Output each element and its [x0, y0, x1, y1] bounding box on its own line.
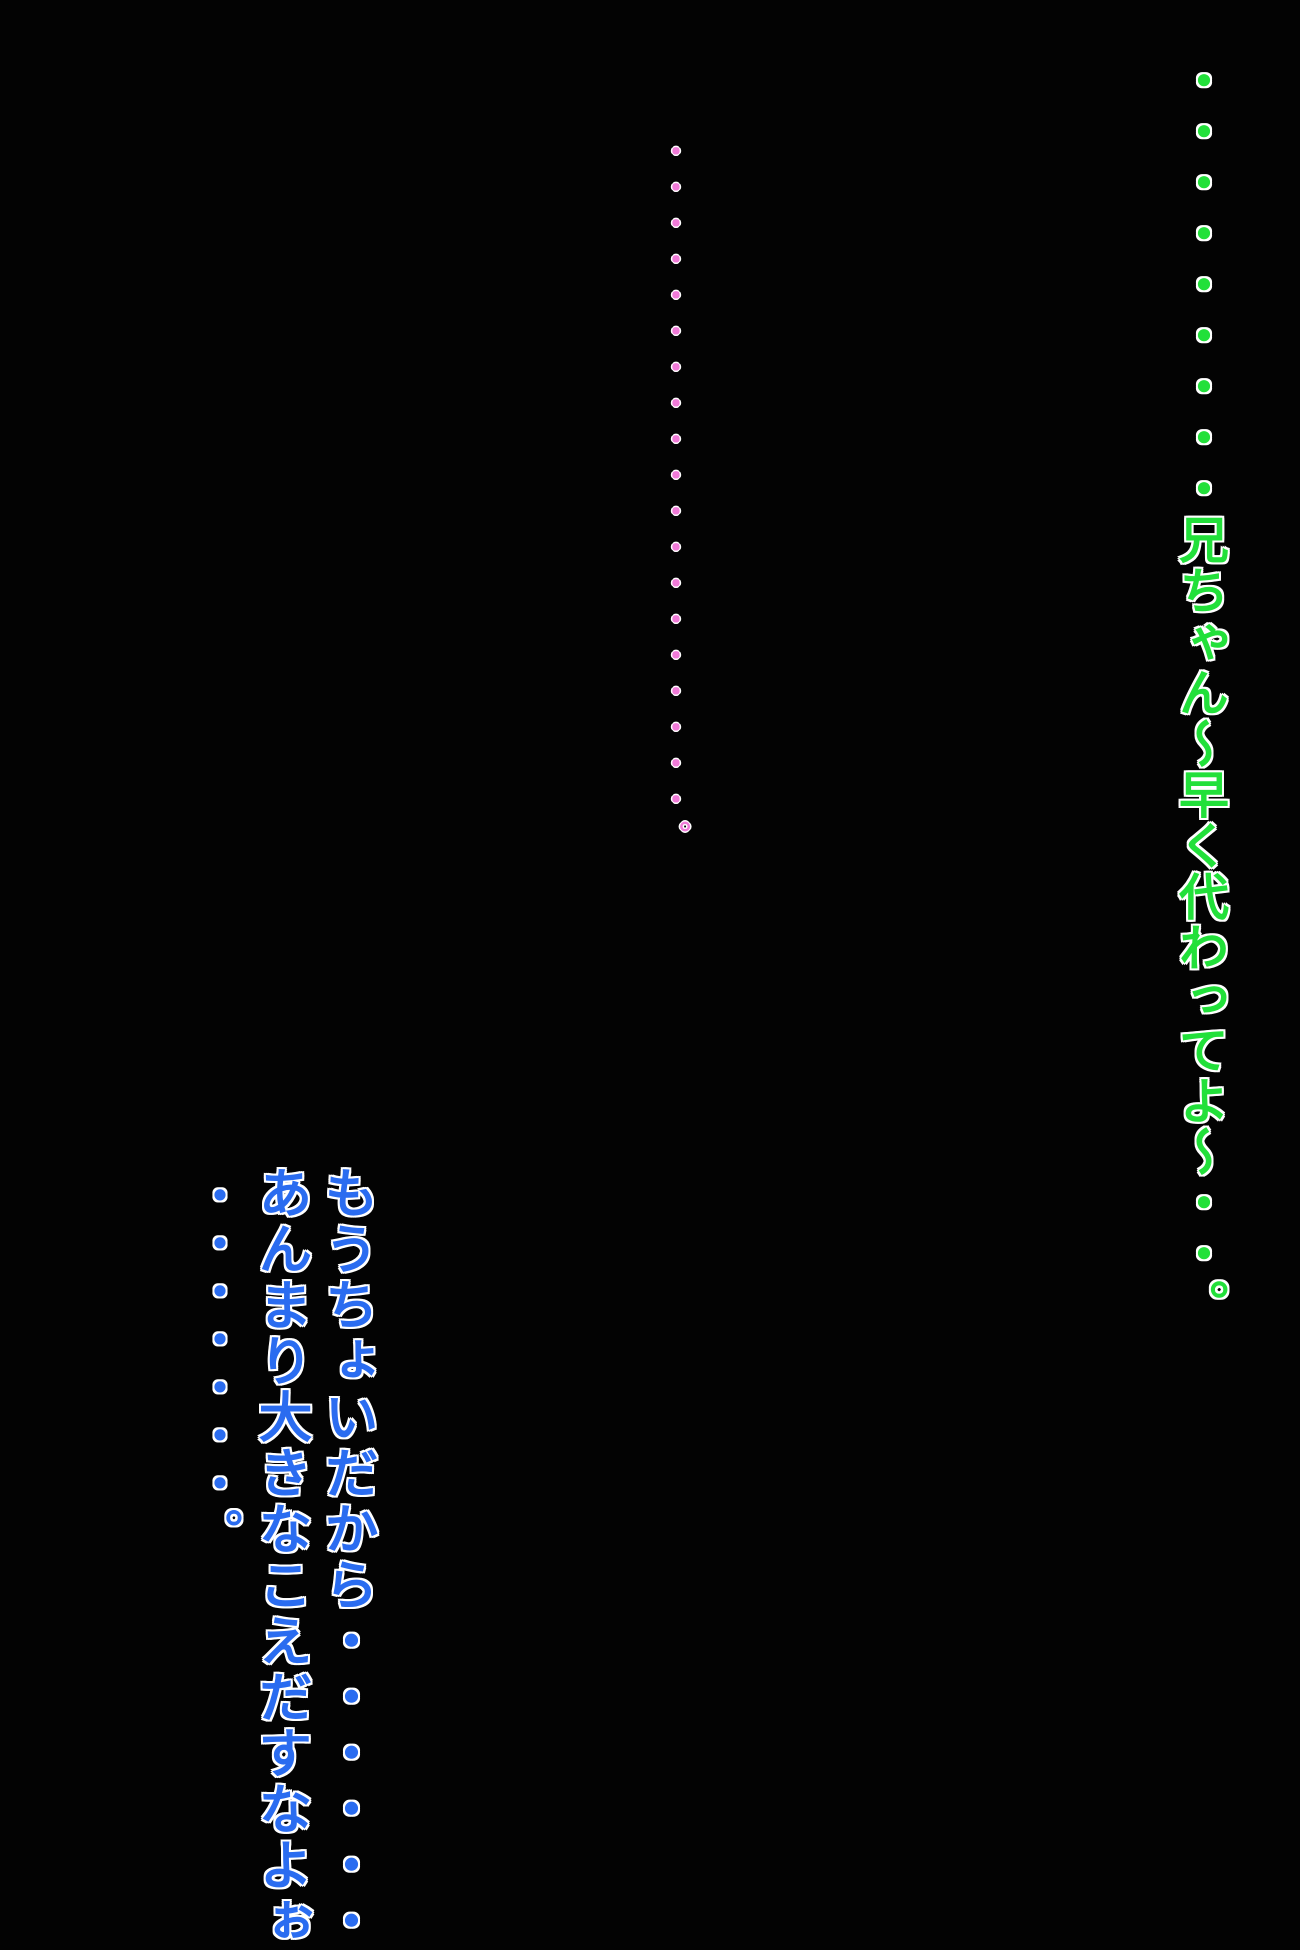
blue-speech-line-3: ・・・・・・・。	[190, 1172, 244, 1556]
blue-speech-line-2: あんまり大きなこえだすなよぉ	[249, 1165, 312, 1949]
pink-speech-line: ・・・・・・・・・・・・・・・・・・・。	[655, 136, 690, 856]
green-speech-line: ・・・・・・・・・兄ちゃん〜早く代わってよ〜・・。	[1171, 55, 1229, 1330]
blue-speech-line-1: もうちょいだから・・・・・・	[315, 1165, 378, 1949]
